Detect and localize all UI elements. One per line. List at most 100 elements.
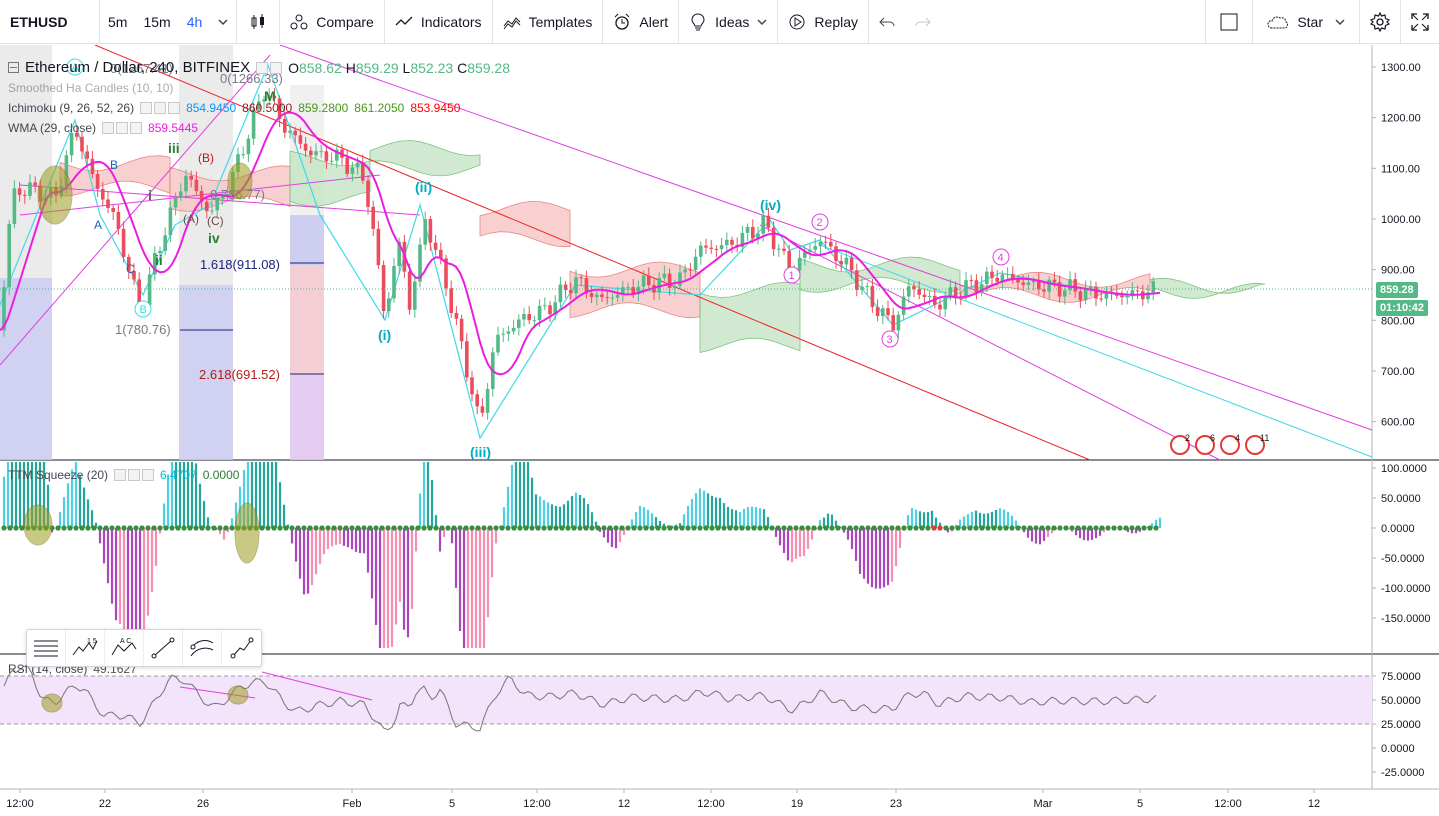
redo-button[interactable] [905,0,941,44]
squeeze-buttons[interactable] [114,469,155,481]
ichimoku-buttons[interactable] [140,102,181,114]
economic-event-marker[interactable] [1195,435,1215,455]
event-count[interactable]: 4 [1235,433,1240,443]
close-icon[interactable] [142,469,155,481]
svg-text:A C: A C [120,638,131,645]
compare-button[interactable]: Compare [280,0,385,44]
undo-button[interactable] [869,0,905,44]
wave-label[interactable]: iii [168,140,180,156]
highlight-ellipse[interactable] [227,162,253,200]
wave-circle[interactable] [134,300,152,318]
wave-label[interactable]: (iv) [760,197,781,213]
trend-line[interactable] [759,224,1221,461]
settings-icon[interactable] [154,102,167,114]
elliott-impulse-button[interactable]: 1 5 [66,630,105,666]
wave-label[interactable]: (iii) [470,444,491,460]
symbol-title: Ethereum / Dollar, 240, BITFINEX [25,59,251,76]
time-axis[interactable]: 12:00 22 26 Feb 5 12:00 12 12:00 19 23 Mar 5 12:00 12 [6,789,1320,810]
wave-label[interactable]: i [148,187,152,203]
economic-event-marker[interactable] [1245,435,1265,455]
close-icon[interactable] [168,102,181,114]
fib-label[interactable]: 0(1266.33) [220,71,283,86]
fib-label[interactable]: 0(1267.41) [110,61,173,76]
interval-15m[interactable]: 15m [135,0,178,44]
settings-icon[interactable] [128,469,141,481]
eye-icon[interactable] [256,61,269,74]
elliott-correction-button[interactable]: A C [105,630,144,666]
chart-area[interactable]: 0(1267.41) 0(1266.33) 1.618(911.08) 2.618(6… [0,44,1439,816]
wave-letter[interactable]: C [126,262,135,276]
chart-canvas[interactable]: 0(1267.41) 0(1266.33) 1.618(911.08) 2.618(6… [0,44,1439,816]
fib-tool-button[interactable] [27,630,66,666]
highlight-ellipse[interactable] [37,165,73,225]
trend-line[interactable] [94,44,1091,461]
wave-circle[interactable] [783,266,801,284]
wave-label[interactable]: M [264,88,276,104]
interval-dropdown[interactable] [210,0,238,44]
collapse-icon[interactable] [8,62,19,73]
wave-circle[interactable] [66,58,84,76]
event-count[interactable]: 6 [1210,433,1215,443]
wave-circle-label[interactable]: 2 [817,217,823,229]
eye-icon[interactable] [102,122,115,134]
chart-style-button[interactable] [237,0,281,44]
wave-circle[interactable] [811,213,829,231]
replay-button[interactable]: Replay [778,0,870,44]
interval-4h[interactable]: 4h [179,0,211,44]
parallel-channel-button[interactable] [183,630,222,666]
wave-letter[interactable]: (C) [207,214,224,228]
wave-circle-label[interactable]: 4 [998,252,1004,264]
trend-line[interactable] [19,184,421,216]
alert-button[interactable]: Alert [603,0,680,44]
wave-label[interactable]: iv [208,230,220,246]
interval-5m[interactable]: 5m [100,0,135,44]
trend-line-button[interactable] [144,630,183,666]
wave-circle-label[interactable]: B [140,304,147,316]
rsi-axis[interactable]: 75.0000 50.0000 25.0000 0.0000 -25.0000 [1372,671,1424,779]
wave-circle[interactable] [992,248,1010,266]
wave-letter[interactable]: B [110,158,118,172]
wave-circle-label[interactable]: 3 [887,334,893,346]
wave-letter[interactable]: A [94,218,102,232]
candle-body [896,314,901,331]
economic-event-marker[interactable] [1220,435,1240,455]
event-count[interactable]: 2 [1185,433,1190,443]
trend-line[interactable] [819,244,1373,458]
templates-button[interactable]: Templates [493,0,604,44]
wma-buttons[interactable] [102,122,143,134]
path-tool-button[interactable] [222,630,261,666]
candle-body [730,239,734,245]
eye-icon[interactable] [140,102,153,114]
settings-icon[interactable] [116,122,129,134]
squeeze-dot [583,525,589,531]
indicators-button[interactable]: Indicators [385,0,493,44]
price-axis[interactable]: 1300.00 1200.00 1100.00 1000.00 900.00 800.00… [1372,62,1421,429]
fullscreen-chart-button[interactable] [1205,0,1254,44]
settings-button[interactable] [1360,0,1401,44]
close-icon[interactable] [130,122,143,134]
settings-icon[interactable] [270,61,283,74]
fib-label[interactable]: 2.618(691.52) [199,367,280,382]
expand-button[interactable] [1401,0,1439,44]
star-button[interactable]: Star [1253,0,1360,44]
event-count[interactable]: 11 [1260,433,1269,443]
wave-circle-label[interactable]: A [72,62,80,74]
ideas-button[interactable]: Ideas [679,0,779,44]
wave-circle[interactable] [881,330,899,348]
economic-event-marker[interactable] [1170,435,1190,455]
trend-line[interactable] [0,54,271,366]
wave-label[interactable]: (i) [378,327,391,343]
wave-label[interactable]: ii [155,252,163,268]
wave-circle-label[interactable]: 1 [789,270,795,282]
wave-label[interactable]: (ii) [415,179,432,195]
wave-annotations[interactable]: 0(1267.41) 0(1266.33) 1.618(911.08) 2.618(6… [37,58,1269,460]
current-price-tag: 859.28 [1376,282,1418,298]
fib-label[interactable]: 1(780.76) [115,322,171,337]
fib-label[interactable]: 1.618(911.08) [200,257,280,272]
squeeze-axis[interactable]: 100.0000 50.0000 0.0000 -50.0000 -100.0000 -1… [1372,463,1431,625]
eye-icon[interactable] [114,469,127,481]
wave-letter[interactable]: (B) [198,151,214,165]
legend-buttons[interactable] [256,61,283,74]
wave-letter[interactable]: (A) [183,212,199,226]
symbol-search[interactable]: ETHUSD [0,0,100,44]
